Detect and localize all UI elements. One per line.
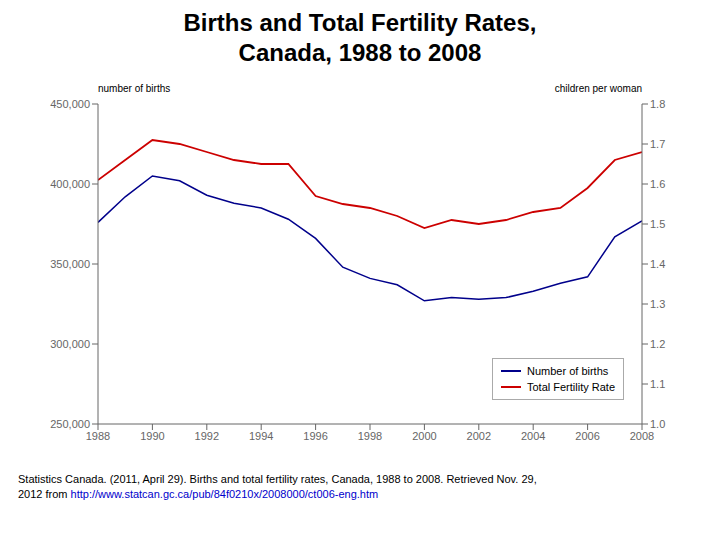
svg-text:1.3: 1.3 — [650, 298, 665, 310]
svg-text:2004: 2004 — [521, 430, 545, 442]
svg-text:2000: 2000 — [412, 430, 436, 442]
html-text:2012 from http://www.statcan.g: 2012 from http://www.statcan.gc.ca/pub/8… — [18, 488, 379, 500]
svg-text:1994: 1994 — [249, 430, 273, 442]
svg-text:1.2: 1.2 — [650, 338, 665, 350]
svg-text:2002: 2002 — [467, 430, 491, 442]
svg-text:1992: 1992 — [195, 430, 219, 442]
svg-text:1990: 1990 — [140, 430, 164, 442]
svg-text:1988: 1988 — [86, 430, 110, 442]
html-text:Statistics Canada. (2011, Apri: Statistics Canada. (2011, April 29). Bir… — [18, 473, 537, 485]
svg-text:1.4: 1.4 — [650, 258, 665, 270]
svg-text:300,000: 300,000 — [50, 338, 90, 350]
svg-text:1.1: 1.1 — [650, 378, 665, 390]
svg-text:2006: 2006 — [575, 430, 599, 442]
svg-text:1.6: 1.6 — [650, 178, 665, 190]
html-text:Number of births: Number of births — [527, 365, 609, 377]
svg-text:1998: 1998 — [358, 430, 382, 442]
svg-text:1996: 1996 — [303, 430, 327, 442]
html-text:Births and Total Fertility Rat: Births and Total Fertility Rates, — [183, 9, 537, 36]
svg-text:350,000: 350,000 — [50, 258, 90, 270]
svg-text:250,000: 250,000 — [50, 418, 90, 430]
svg-text:450,000: 450,000 — [50, 98, 90, 110]
svg-text:1.0: 1.0 — [650, 418, 665, 430]
html-text:number of births: number of births — [98, 83, 171, 94]
svg-text:1.5: 1.5 — [650, 218, 665, 230]
svg-text:400,000: 400,000 — [50, 178, 90, 190]
svg-text:2008: 2008 — [630, 430, 654, 442]
svg-text:1.8: 1.8 — [650, 98, 665, 110]
html-text:Total Fertility Rate: Total Fertility Rate — [527, 381, 615, 393]
html-text:children per woman: children per woman — [554, 83, 642, 94]
svg-text:1.7: 1.7 — [650, 138, 665, 150]
html-text:Canada, 1988 to 2008: Canada, 1988 to 2008 — [238, 39, 482, 66]
